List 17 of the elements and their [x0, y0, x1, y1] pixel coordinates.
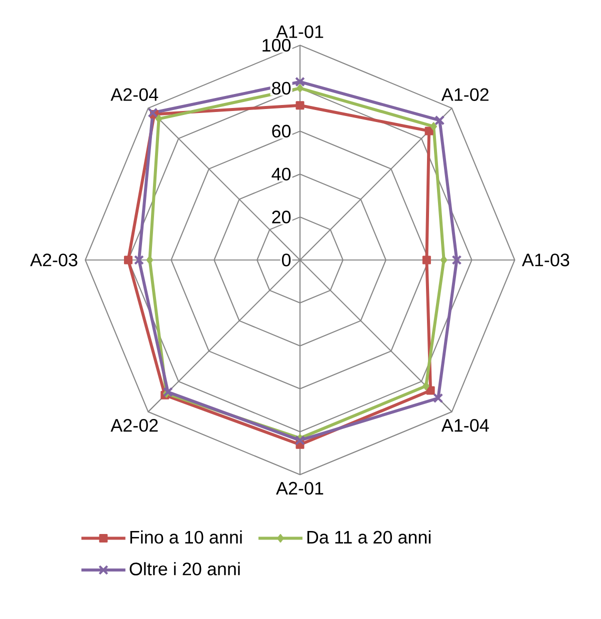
- legend-label: Oltre i 20 anni: [130, 562, 240, 576]
- spoke-label: A2-03: [30, 254, 78, 266]
- legend-label: Fino a 10 anni: [130, 530, 242, 544]
- spoke-label: A1-04: [441, 419, 489, 432]
- spoke-label: A2-01: [276, 482, 324, 495]
- legend-label: Da 11 a 20 anni: [307, 530, 430, 544]
- y-tick-label: 80: [272, 82, 291, 95]
- y-tick-label: 40: [272, 168, 291, 180]
- spoke-label: A1-03: [522, 254, 570, 266]
- y-tick-label: 100: [262, 38, 291, 52]
- y-tick-label: 0: [282, 254, 291, 266]
- y-tick-label: 20: [272, 210, 291, 224]
- spoke-label: A1-01: [276, 25, 324, 38]
- spoke-label: A2-02: [110, 419, 158, 432]
- y-tick-label: 60: [272, 124, 291, 138]
- spoke-label: A1-02: [441, 88, 488, 101]
- spoke-label: A2-04: [110, 88, 158, 101]
